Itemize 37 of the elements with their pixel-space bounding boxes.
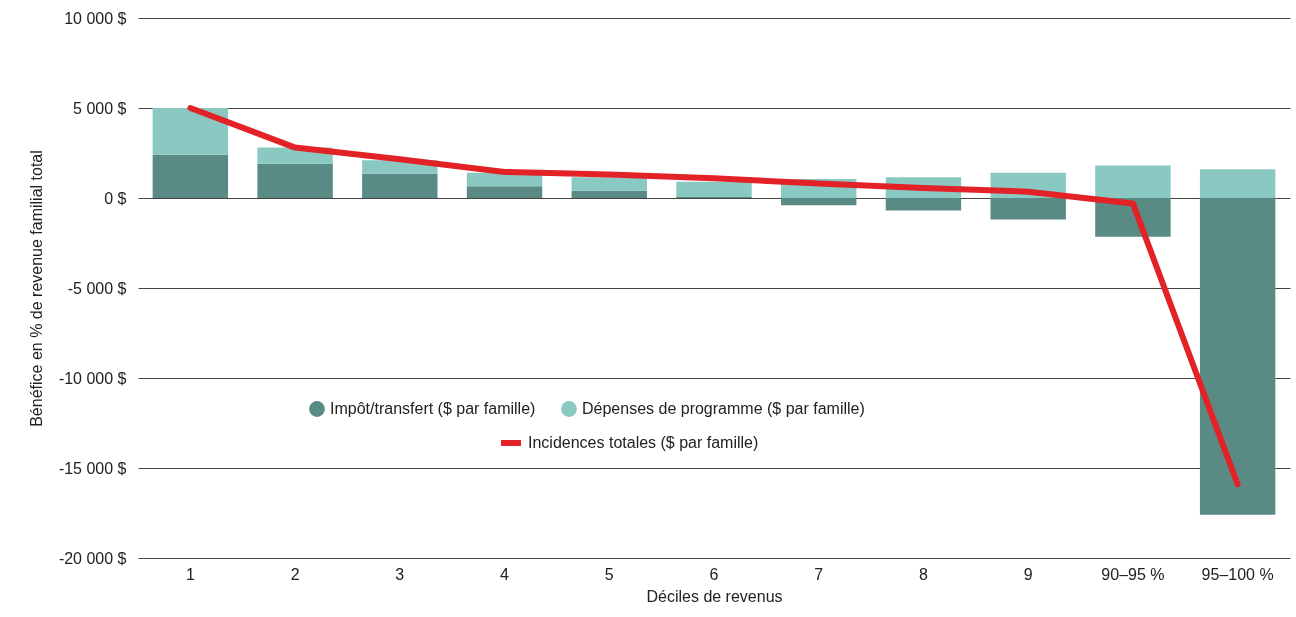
- bar: [1199, 198, 1276, 515]
- legend-label: Incidences totales ($ par famille): [528, 434, 759, 451]
- bar: [571, 190, 647, 198]
- bar: [885, 198, 962, 211]
- bar: [676, 181, 752, 198]
- bar: [990, 198, 1066, 220]
- x-tick-label: 8: [919, 565, 928, 583]
- y-tick-label: -5 000 $: [67, 279, 127, 297]
- x-tick-label: 6: [709, 565, 719, 583]
- bar: [1095, 165, 1171, 198]
- x-tick-label: 9: [1023, 565, 1033, 583]
- y-tick-label: 10 000 $: [64, 9, 127, 27]
- x-tick-label: 95–100 %: [1201, 565, 1274, 583]
- bar: [466, 186, 543, 198]
- bar: [362, 173, 438, 198]
- x-axis-title: Déciles de revenus: [646, 587, 783, 605]
- legend-label: Impôt/transfert ($ par famille): [330, 400, 536, 417]
- bar: [152, 108, 229, 155]
- y-tick-label: -20 000 $: [58, 549, 127, 567]
- legend-label: Dépenses de programme ($ par famille): [582, 400, 865, 417]
- x-tick-label: 2: [290, 565, 300, 583]
- x-tick-label: 1: [185, 565, 195, 583]
- x-tick-label: 90–95 %: [1101, 565, 1165, 583]
- y-tick-label: 0 $: [104, 189, 127, 207]
- bar: [257, 163, 333, 198]
- x-tick-label: 5: [604, 565, 614, 583]
- x-tick-label: 4: [500, 565, 510, 583]
- y-tick-label: -10 000 $: [58, 369, 127, 387]
- bar: [571, 177, 647, 191]
- bar: [781, 198, 857, 206]
- bar: [152, 154, 229, 198]
- y-axis-title: Bénéfice en % de revenue familial total: [27, 150, 45, 427]
- y-tick-label: 5 000 $: [73, 99, 127, 117]
- y-tick-label: -15 000 $: [58, 459, 127, 477]
- x-tick-label: 7: [814, 565, 824, 583]
- x-tick-label: 3: [395, 565, 405, 583]
- bar: [1199, 169, 1276, 198]
